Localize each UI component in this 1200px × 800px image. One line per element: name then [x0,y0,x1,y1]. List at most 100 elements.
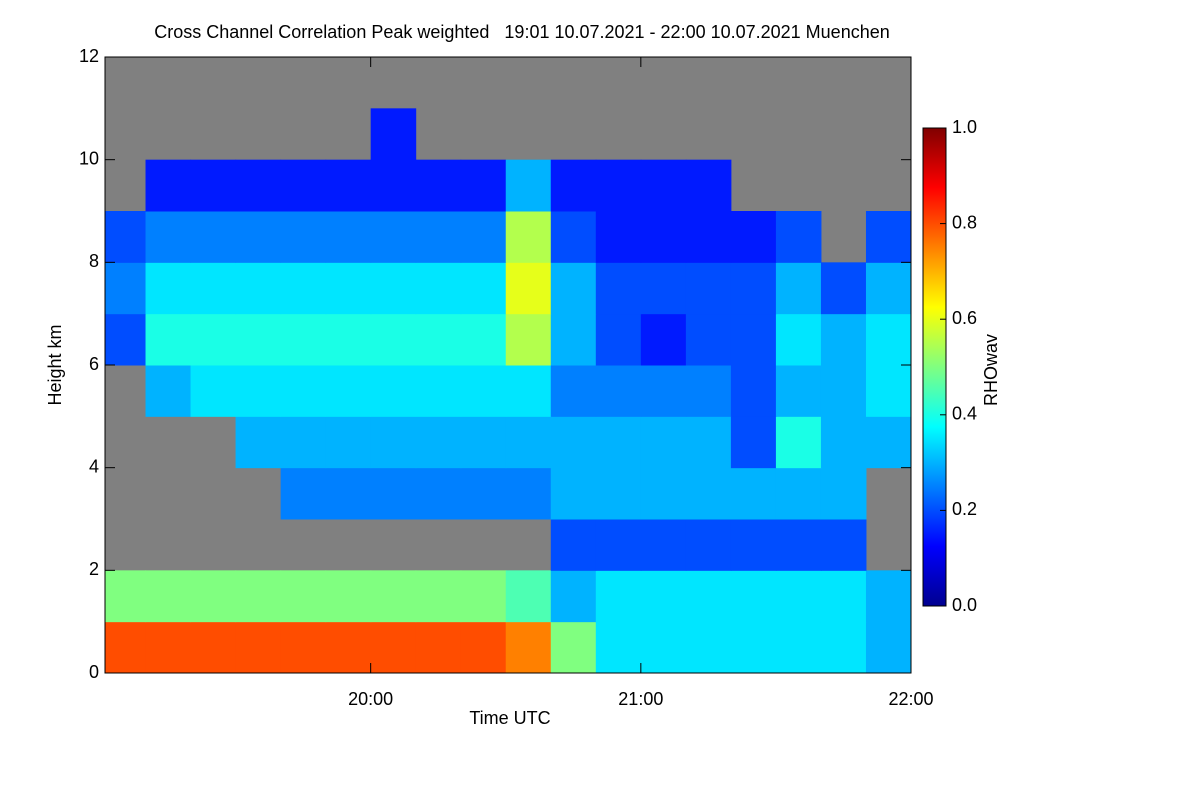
heat-cell [775,519,822,571]
heat-cell [775,365,822,417]
heat-cell [325,416,372,469]
heat-cell [370,416,417,469]
heat-cell [640,159,687,212]
heat-cell [550,365,597,417]
colorbar-tick-label: 0.2 [952,499,977,519]
heat-cell [370,159,417,212]
heat-cell [865,416,912,469]
heat-cell [145,159,192,212]
chart-title: Cross Channel Correlation Peak weighted … [154,22,890,42]
heat-cell [865,313,912,366]
heat-cell [280,211,327,263]
heat-cell [235,262,282,315]
colorbar-tick-label: 0.0 [952,595,977,615]
heat-cell [415,570,462,623]
heat-cell [550,262,597,315]
heat-cell [460,211,507,263]
heat-cell [105,621,147,674]
heat-cell [595,313,642,366]
heat-cell [820,313,867,366]
heat-cell [685,519,732,571]
heat-cell [820,621,867,674]
heat-cell [640,262,687,315]
heat-cell [595,570,642,623]
heat-cell [730,519,777,571]
y-tick-label: 8 [89,251,99,271]
heat-cell [820,416,867,469]
heat-cell [775,621,822,674]
heat-cell [730,365,777,417]
heat-cell [235,313,282,366]
heat-cell [775,467,822,520]
heat-cell [370,621,417,674]
heat-cell [460,416,507,469]
heat-cell [325,159,372,212]
heat-cell [595,262,642,315]
heat-cell [105,211,147,263]
heat-cell [460,467,507,520]
heat-cell [640,570,687,623]
heat-cell [550,159,597,212]
heat-cell [235,159,282,212]
heat-cell [280,365,327,417]
y-axis-label: Height km [45,324,65,405]
heat-cell [415,467,462,520]
heat-cell [775,262,822,315]
heat-cell [415,621,462,674]
heat-cell [460,262,507,315]
heat-cell [865,570,912,623]
heat-cell [865,621,912,674]
heat-cell [640,519,687,571]
heat-cell [640,416,687,469]
colorbar-label: RHOwav [981,334,1001,406]
heat-cell [280,416,327,469]
heat-cell [370,108,417,161]
heat-cell [190,621,237,674]
heat-cell [235,416,282,469]
colorbar-tick-label: 0.8 [952,212,977,232]
x-tick-label: 22:00 [888,689,933,709]
heat-cell [325,365,372,417]
heat-cell [685,211,732,263]
heat-cell [145,365,192,417]
heat-cell [820,365,867,417]
heat-cell [190,570,237,623]
heat-cell [685,467,732,520]
heat-cell [730,416,777,469]
heat-cell [415,211,462,263]
heat-cell [370,262,417,315]
heat-cell [550,416,597,469]
heat-cell [550,211,597,263]
heat-cell [595,211,642,263]
colorbar-tick-label: 0.4 [952,404,977,424]
heat-cell [730,570,777,623]
heat-cell [105,262,147,315]
heat-cell [595,519,642,571]
heat-cell [640,621,687,674]
heat-cell [820,467,867,520]
heat-cell [145,621,192,674]
heat-cell [280,262,327,315]
heat-cell [775,416,822,469]
heat-cell [505,262,552,315]
heat-cell [370,313,417,366]
heat-cell [550,570,597,623]
heat-cell [595,416,642,469]
heat-cell [640,211,687,263]
heat-cell [280,313,327,366]
heat-cell [505,211,552,263]
heat-cell [370,467,417,520]
heat-cell [640,365,687,417]
heat-cell [685,159,732,212]
heat-cell [370,570,417,623]
y-tick-label: 6 [89,354,99,374]
heat-cell [505,365,552,417]
heat-cell [595,159,642,212]
heat-cell [685,365,732,417]
heat-cell [775,570,822,623]
heat-cell [280,467,327,520]
heat-cell [550,467,597,520]
colorbar-tick-label: 0.6 [952,308,977,328]
heat-cell [775,211,822,263]
